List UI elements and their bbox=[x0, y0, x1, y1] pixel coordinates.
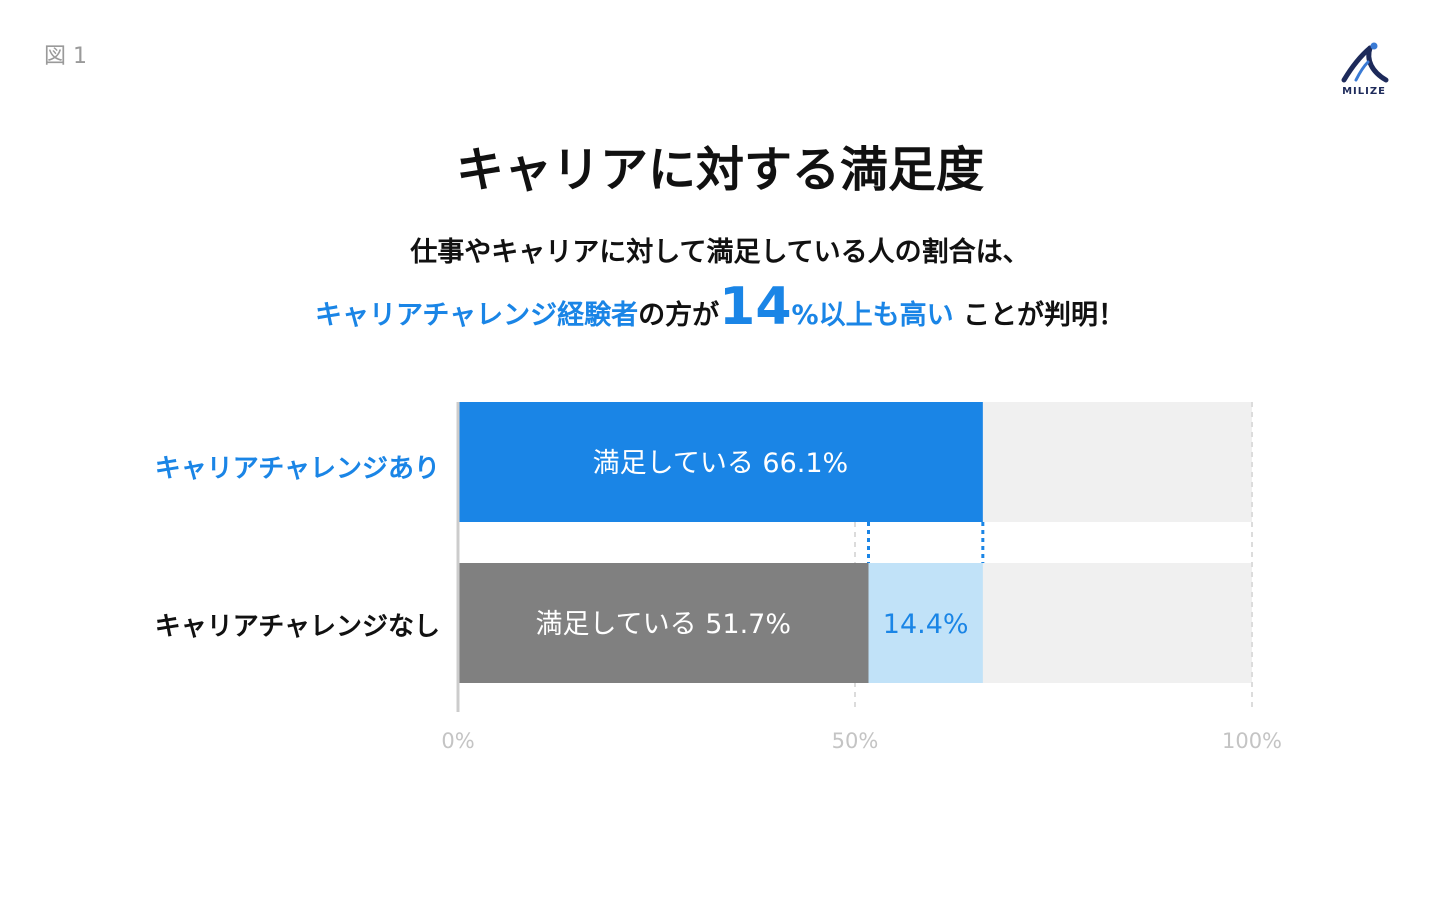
subtitle-line-1: 仕事やキャリアに対して満足している人の割合は、 bbox=[410, 237, 1030, 268]
logo-text: MILIZE bbox=[1342, 86, 1386, 97]
bar bbox=[458, 563, 869, 683]
subtitle-big-number: 14 bbox=[719, 277, 792, 337]
subtitle-percent: % bbox=[791, 300, 819, 331]
subtitle-mid: の方が bbox=[638, 300, 720, 331]
row-label-with-challenge: キャリアチャレンジあり bbox=[154, 454, 440, 484]
subtitle-end: ことが判明！ bbox=[953, 300, 1126, 331]
milize-logo-icon bbox=[1341, 42, 1389, 83]
subtitle-line-2: キャリアチャレンジ経験者の方が14%以上も高い ことが判明！ bbox=[0, 272, 1440, 351]
row-label-without-challenge: キャリアチャレンジなし bbox=[154, 612, 440, 642]
bar-value-label: 満足している 51.7% bbox=[535, 609, 791, 640]
difference-label: 14.4% bbox=[883, 609, 969, 640]
chart-title: キャリアに対する満足度 bbox=[455, 142, 984, 198]
figure-label: 図 1 bbox=[44, 44, 87, 69]
x-tick-label: 0% bbox=[441, 729, 474, 753]
subtitle-highlight-2: 以上も高い bbox=[818, 300, 954, 331]
x-tick-label: 50% bbox=[832, 729, 879, 753]
difference-bar bbox=[868, 563, 983, 683]
x-tick-label: 100% bbox=[1222, 729, 1282, 753]
milize-logo: MILIZE bbox=[1336, 40, 1392, 100]
subtitle-highlight-1: キャリアチャレンジ経験者 bbox=[314, 300, 639, 331]
bar-value-label: 満足している 66.1% bbox=[593, 448, 849, 479]
bar bbox=[458, 402, 983, 522]
